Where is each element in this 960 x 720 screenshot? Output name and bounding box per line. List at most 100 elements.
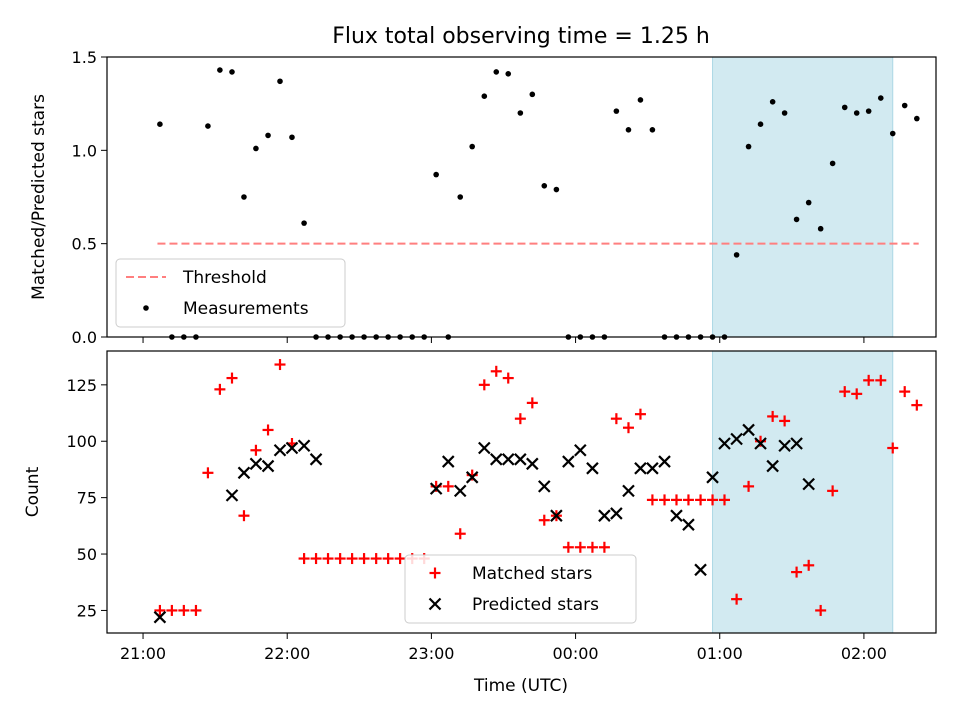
measurement-point: [457, 194, 464, 200]
predicted-star-point: [429, 482, 443, 495]
axes-frame: [106, 350, 937, 634]
legend-label: Predicted stars: [472, 595, 599, 615]
matched-star-point: [670, 494, 682, 506]
matched-star-point: [298, 553, 310, 565]
predicted-star-point-b: [694, 563, 707, 577]
y-axis-label: Matched/Predicted stars: [29, 94, 49, 300]
predicted-star-point: [489, 453, 503, 466]
matched-star-point: [682, 494, 694, 506]
y-tick-label: 25: [77, 601, 97, 620]
predicted-star-point: [273, 443, 287, 457]
measurement-point: [205, 123, 211, 129]
matched-star-point: [154, 604, 166, 616]
matched-star-point: [238, 510, 250, 522]
predicted-star-point-b: [634, 462, 647, 475]
measurement-point: [757, 121, 764, 127]
predicted-star-point-b: [237, 466, 251, 480]
predicted-star-point-b: [706, 471, 719, 484]
matched-star-point: [358, 553, 370, 565]
predicted-star-point-b: [526, 457, 539, 471]
matched-star-point: [322, 553, 334, 565]
matched-star-point: [731, 593, 743, 605]
legend-x-swatch: [428, 597, 442, 611]
predicted-star-point: [658, 455, 671, 468]
legend-label: Threshold: [182, 268, 267, 288]
matched-star-point: [875, 374, 887, 386]
highlight-span: [712, 56, 894, 338]
y-tick-label: 0.0: [72, 328, 97, 347]
measurement-point: [853, 110, 860, 116]
predicted-star-point-b: [586, 462, 599, 475]
matched-star-point: [827, 485, 839, 497]
predicted-star-point-b: [682, 518, 695, 531]
matched-star-point: [574, 541, 586, 553]
predicted-star-point-b: [730, 432, 743, 446]
legend: Threshold Measurements: [115, 258, 346, 328]
predicted-star-point-b: [658, 455, 671, 468]
y-tick-label: 1.5: [72, 48, 97, 67]
measurement-point: [277, 78, 283, 85]
predicted-star-point: [634, 462, 647, 475]
predicted-star-point: [598, 509, 611, 522]
predicted-star-point-b: [778, 439, 791, 453]
matched-star-point: [695, 494, 707, 506]
matched-star-point: [334, 553, 346, 565]
predicted-star-point: [514, 453, 527, 466]
measurement-point: [469, 143, 475, 150]
matched-star-point: [274, 359, 286, 371]
matched-star-point: [478, 379, 490, 391]
predicted-star-point: [237, 466, 251, 480]
matched-star-point: [178, 604, 190, 616]
measurement-point: [805, 199, 812, 206]
measurement-point: [829, 160, 836, 167]
data-layer: [157, 67, 920, 340]
predicted-star-point: [694, 563, 707, 577]
matched-star-point: [911, 399, 923, 411]
x-tick-label: 01:00: [697, 644, 743, 663]
predicted-star-point: [610, 507, 623, 520]
predicted-star-point: [261, 459, 275, 473]
matched-star-point: [562, 541, 574, 553]
predicted-star-point: [465, 471, 479, 484]
measurement-point: [217, 67, 223, 73]
predicted-star-point: [586, 462, 599, 475]
matched-star-point: [610, 413, 622, 425]
predicted-star-point-b: [429, 482, 443, 495]
predicted-star-point: [802, 477, 815, 491]
predicted-star-point: [550, 509, 563, 522]
predicted-star-point-b: [501, 453, 515, 466]
matched-star-point: [382, 553, 394, 565]
measurement-point: [553, 186, 560, 193]
measurement-point: [481, 93, 488, 99]
predicted-star-point-b: [249, 457, 263, 471]
legend-label: Measurements: [183, 299, 309, 319]
measurement-point: [914, 115, 920, 122]
bottom-panel: 25 50 75 100 125 21:00 22:00 23:00 00:00 01:00 02:…: [23, 350, 937, 663]
predicted-star-point: [790, 437, 803, 450]
top-panel: 0.0 0.5 1.0 1.5 Matched/Predicted stars Thres…: [29, 48, 937, 347]
matched-star-point: [226, 372, 238, 384]
predicted-star-point-b: [718, 437, 731, 450]
measurement-point: [733, 252, 740, 258]
matched-star-point: [526, 397, 538, 409]
predicted-star-point: [526, 457, 539, 471]
predicted-star-point-b: [550, 509, 563, 522]
measurement-point: [301, 220, 307, 226]
predicted-star-point: [754, 437, 767, 450]
matched-star-point: [214, 383, 226, 395]
matched-star-point: [190, 604, 202, 616]
measurement-point: [613, 108, 620, 114]
legend-box: [404, 554, 637, 624]
predicted-star-point-b: [453, 484, 467, 498]
predicted-star-point: [453, 484, 467, 498]
measurement-point: [781, 110, 788, 116]
measurement-point: [637, 97, 644, 103]
predicted-star-point: [297, 439, 311, 453]
predicted-star-point-b: [514, 453, 527, 466]
matched-star-point: [899, 386, 911, 398]
matched-star-point: [310, 553, 322, 565]
matched-star-point: [887, 442, 899, 454]
predicted-star-point: [501, 453, 515, 466]
predicted-star-point: [622, 484, 635, 498]
predicted-star-point-b: [574, 443, 587, 457]
